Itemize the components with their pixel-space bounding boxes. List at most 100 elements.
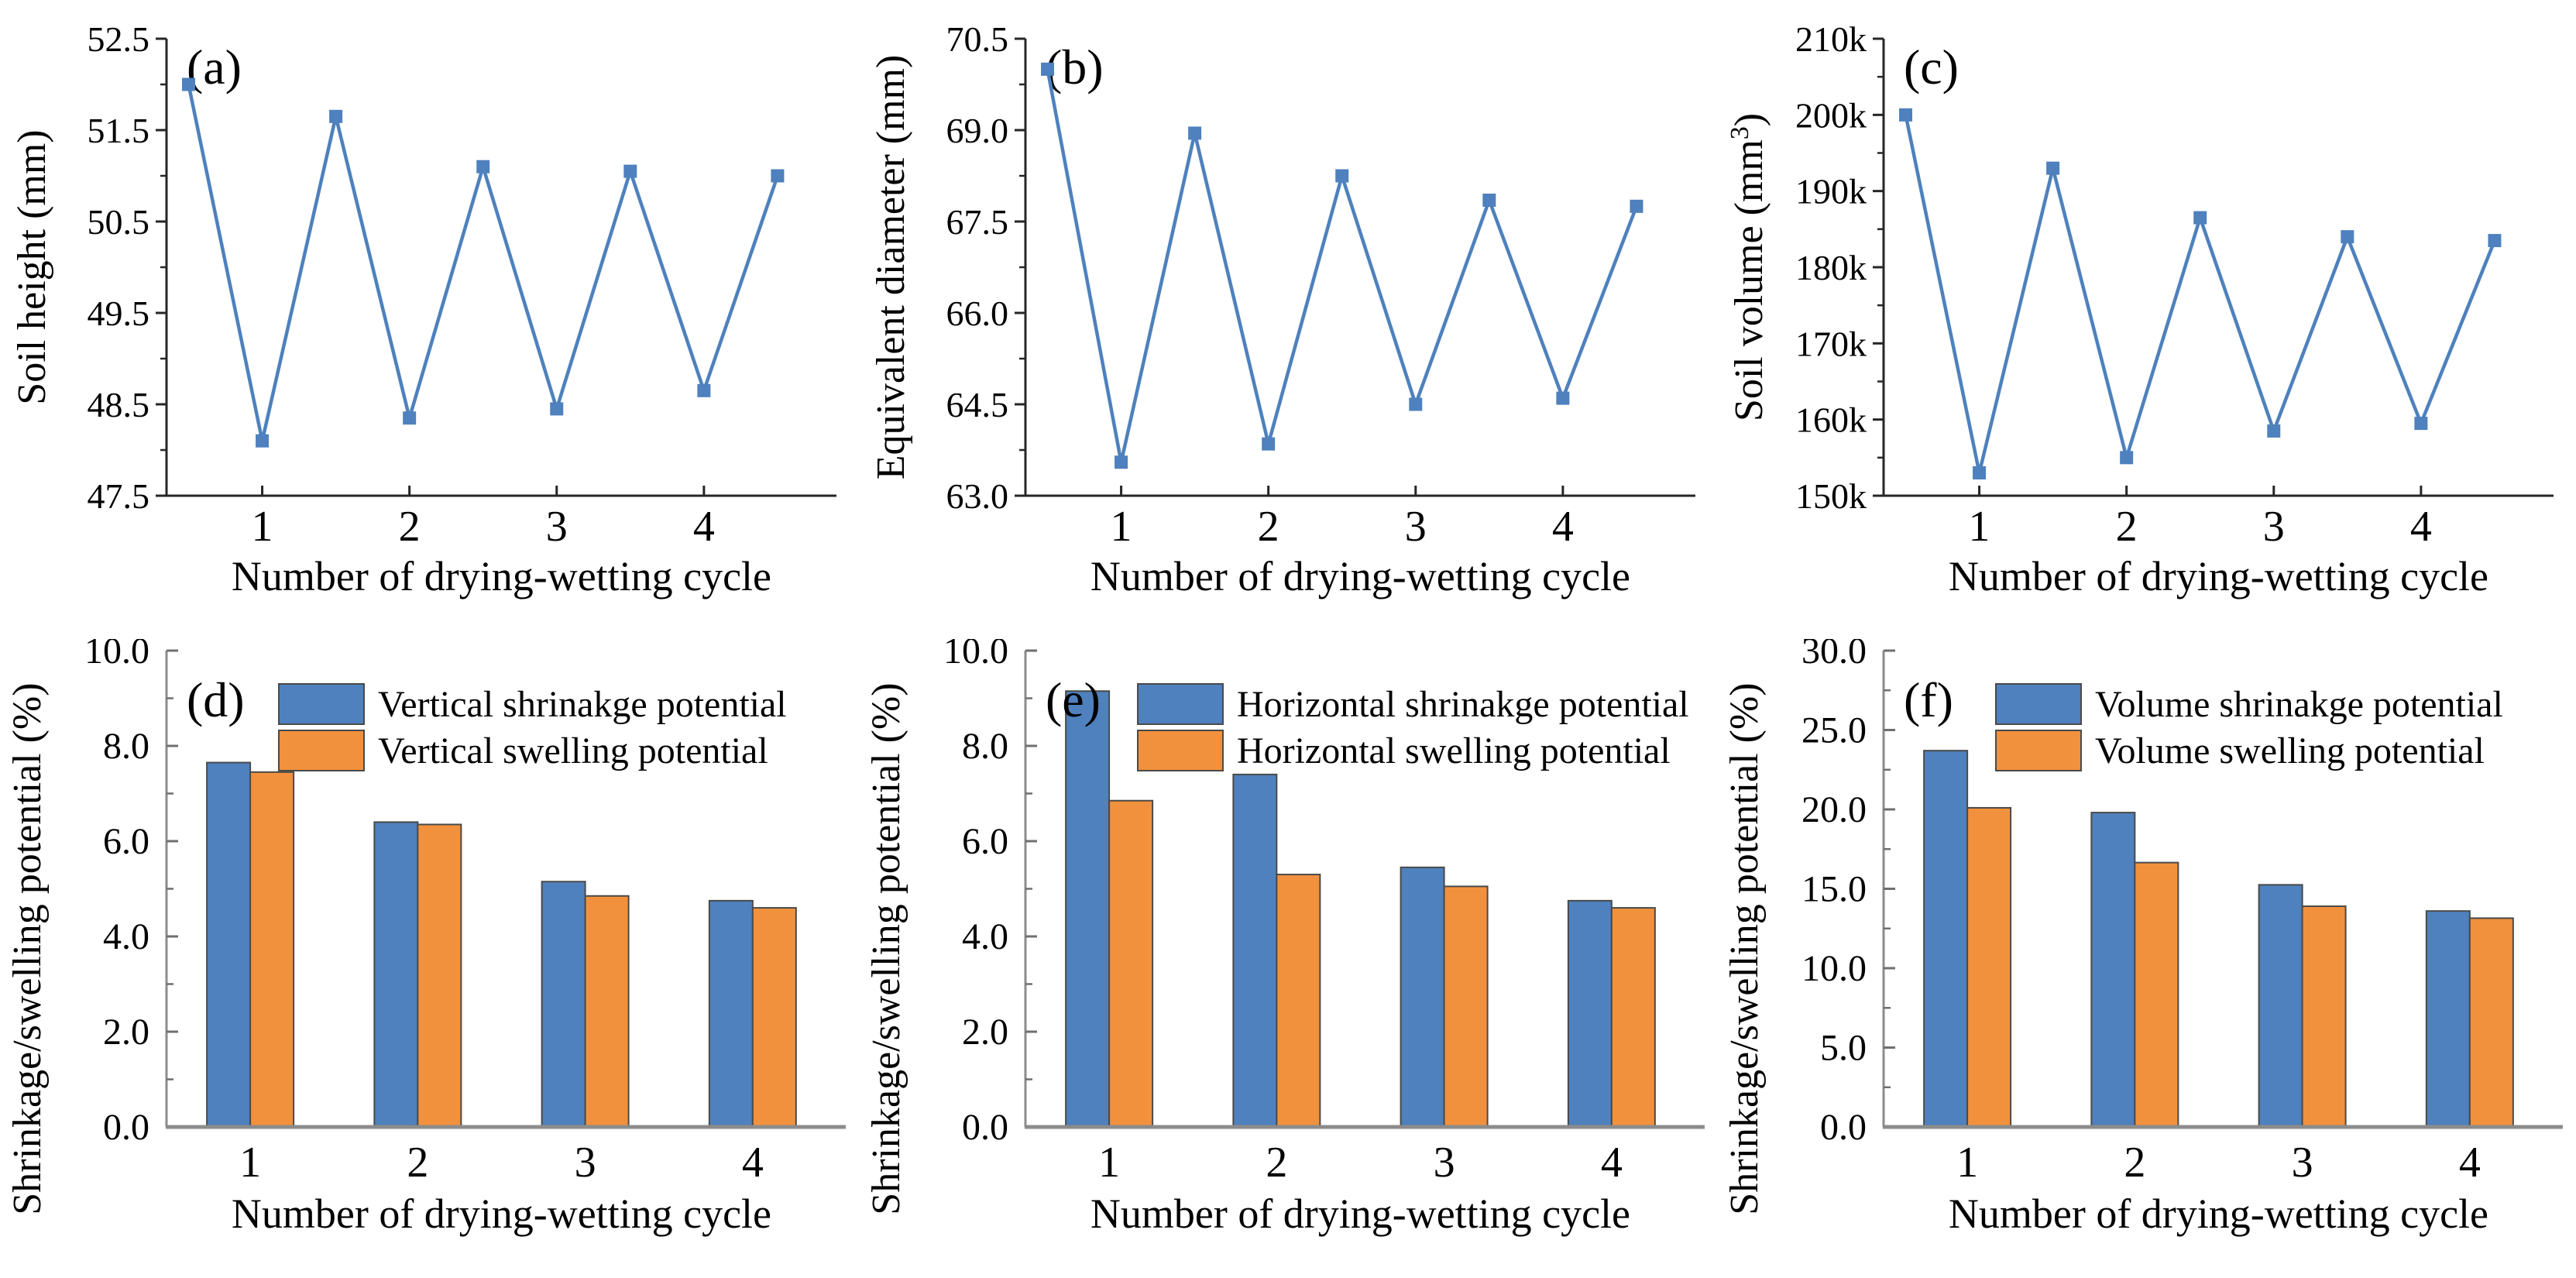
y-axis-label: Soil volume (mm3) [1726, 113, 1771, 421]
y-axis-label: Shrinkage/swelling potential (%) [1722, 682, 1767, 1214]
data-point-marker [2046, 161, 2060, 175]
swelling-bar [751, 907, 797, 1128]
data-point-marker [1556, 391, 1570, 405]
swelling-bar [1276, 874, 1321, 1128]
x-tick-label: 4 [1552, 503, 1574, 551]
panel-letter: (e) [1046, 672, 1101, 727]
panel-c: 150k 160k 170k 180k 190k 200k 210k 1 2 3 4 Number o… [1717, 0, 2576, 639]
y-tick-label: 200k [1795, 95, 1867, 135]
panel-letter: (d) [187, 672, 245, 727]
y-tick-label: 0.0 [103, 1107, 149, 1148]
y-tick-label: 69.0 [946, 111, 1008, 150]
panel-e: 0.0 2.0 4.0 6.0 8.0 10.0 1 2 3 4 Number of drying-… [859, 639, 1718, 1278]
legend-swatch [1995, 683, 2083, 725]
y-tick-label: 30.0 [1801, 639, 1867, 672]
y-tick-label: 2.0 [103, 1012, 149, 1053]
data-point-marker [2488, 234, 2502, 248]
y-tick-label: 49.5 [88, 294, 149, 333]
x-category-label: 3 [2292, 1139, 2313, 1187]
swelling-bar [417, 823, 462, 1128]
x-tick-label: 3 [546, 503, 568, 551]
legend-swatch [1136, 683, 1224, 725]
y-tick-label: 8.0 [103, 726, 149, 767]
data-point-marker [2120, 451, 2134, 465]
swelling-bar [1443, 885, 1489, 1128]
x-axis-label: Number of drying-wetting cycle [1091, 1190, 1630, 1237]
y-tick-label: 10.0 [84, 639, 149, 672]
panel-a: 47.5 48.5 49.5 50.5 51.5 52.5 1 2 3 4 Number of dr… [0, 0, 859, 639]
y-tick-label: 5.0 [1820, 1027, 1867, 1068]
x-category-label: 2 [1266, 1139, 1287, 1187]
x-category-label: 3 [575, 1139, 596, 1187]
y-tick-label: 180k [1795, 248, 1867, 287]
swelling-bar [2301, 905, 2347, 1128]
data-point-marker [1334, 169, 1348, 183]
shrinkage-bar [1923, 750, 1969, 1128]
shrinkage-bar [1232, 773, 1278, 1128]
y-axis-label: Equivalent diameter (mm) [869, 55, 913, 480]
y-tick-label: 20.0 [1801, 789, 1867, 830]
y-tick-label: 0.0 [1820, 1107, 1867, 1148]
y-axis-label: Shrinkage/swelling potential (%) [864, 682, 908, 1214]
x-tick-label: 2 [1257, 503, 1279, 551]
data-point-marker [2414, 417, 2428, 431]
panel-d: 0.0 2.0 4.0 6.0 8.0 10.0 1 2 3 4 Number of drying-… [0, 639, 859, 1278]
x-tick-label: 1 [1110, 503, 1132, 551]
shrinkage-bar [708, 899, 754, 1128]
x-axis-label: Number of drying-wetting cycle [1091, 553, 1630, 599]
y-tick-label: 47.5 [88, 476, 149, 516]
panel-f: 0.0 5.0 10.0 15.0 20.0 25.0 30.0 1 2 3 4 Number of … [1717, 639, 2576, 1278]
shrinkage-bar [1400, 866, 1445, 1128]
data-point-marker [1187, 126, 1201, 140]
y-tick-label: 0.0 [962, 1107, 1008, 1148]
data-point-marker [1408, 397, 1422, 411]
data-point-marker [256, 434, 270, 448]
y-tick-label: 51.5 [88, 111, 149, 150]
swelling-bar [1108, 799, 1153, 1128]
y-axis-label: Shrinkage/swelling potential (%) [5, 682, 50, 1214]
legend-label: Vertical shrinakge potential [378, 684, 787, 725]
y-tick-label: 10.0 [943, 639, 1008, 672]
shrinkage-bar [206, 761, 252, 1128]
data-point-marker [1040, 62, 1054, 76]
x-tick-label: 2 [2116, 503, 2138, 551]
y-tick-label: 4.0 [103, 916, 149, 957]
y-tick-label: 64.5 [946, 385, 1008, 424]
data-point-marker [1482, 193, 1496, 207]
swelling-bar [584, 895, 630, 1128]
y-tick-label: 10.0 [1801, 948, 1867, 989]
data-point-marker [1973, 466, 1987, 479]
x-axis-label: Number of drying-wetting cycle [1949, 1190, 2488, 1237]
swelling-bar [2469, 917, 2515, 1128]
y-tick-label: 190k [1795, 172, 1867, 211]
y-tick-label: 63.0 [946, 476, 1008, 516]
data-point-marker [623, 164, 637, 178]
y-axis-label: Soil height (mm) [10, 129, 54, 404]
x-category-label: 4 [2459, 1139, 2481, 1187]
data-point-marker [476, 160, 490, 173]
data-point-marker [182, 77, 196, 91]
data-point-marker [1630, 199, 1643, 213]
panel-letter: (f) [1904, 672, 1953, 727]
swelling-bar [2134, 861, 2179, 1128]
y-tick-label: 2.0 [962, 1012, 1008, 1053]
x-tick-label: 4 [2410, 503, 2432, 551]
x-tick-label: 4 [693, 503, 715, 551]
legend-label: Volume swelling potential [2095, 730, 2485, 771]
x-axis-label: Number of drying-wetting cycle [232, 553, 771, 599]
y-tick-label: 170k [1795, 324, 1867, 363]
shrinkage-bar [1567, 899, 1613, 1128]
x-category-label: 1 [239, 1139, 261, 1187]
data-line [1904, 114, 2497, 475]
data-point-marker [329, 109, 343, 123]
shrinkage-bar [2258, 884, 2303, 1128]
shrinkage-bar [2426, 910, 2471, 1128]
y-tick-label: 160k [1795, 400, 1867, 440]
data-point-marker [2341, 230, 2354, 244]
shrinkage-bar [2090, 812, 2136, 1128]
swelling-bar [249, 771, 295, 1128]
